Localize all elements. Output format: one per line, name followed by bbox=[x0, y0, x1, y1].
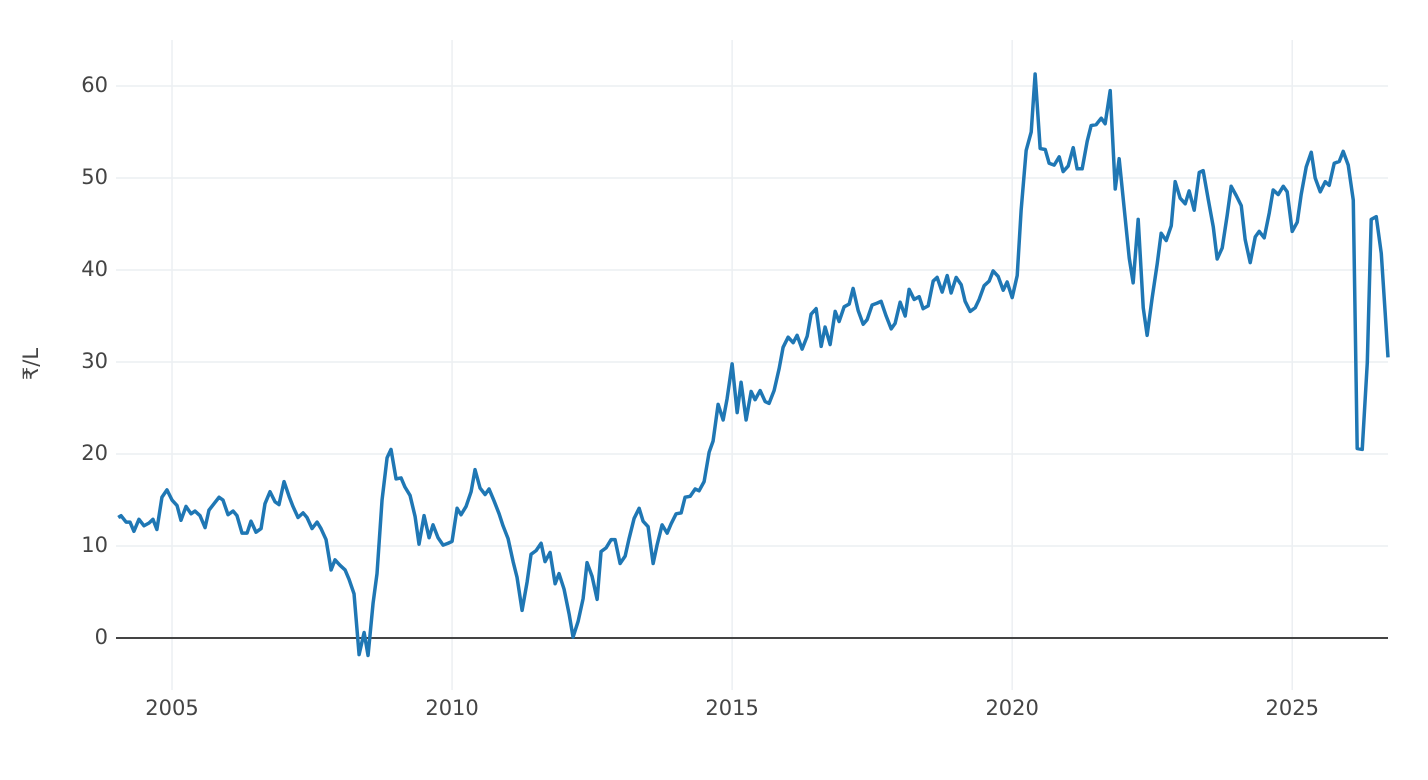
x-tick-label: 2010 bbox=[425, 696, 478, 720]
x-tick-label: 2005 bbox=[145, 696, 198, 720]
y-tick-label: 50 bbox=[81, 165, 108, 189]
data-line bbox=[117, 72, 1390, 658]
y-axis-title: ₹/L bbox=[19, 348, 43, 380]
y-tick-label: 10 bbox=[81, 533, 108, 557]
x-tick-label: 2015 bbox=[705, 696, 758, 720]
y-tick-label: 30 bbox=[81, 349, 108, 373]
x-tick-label: 2020 bbox=[985, 696, 1038, 720]
y-tick-label: 60 bbox=[81, 73, 108, 97]
y-tick-label: 20 bbox=[81, 441, 108, 465]
y-tick-label: 40 bbox=[81, 257, 108, 281]
grid bbox=[116, 40, 1388, 690]
x-tick-label: 2025 bbox=[1265, 696, 1318, 720]
y-tick-label: 0 bbox=[95, 625, 108, 649]
